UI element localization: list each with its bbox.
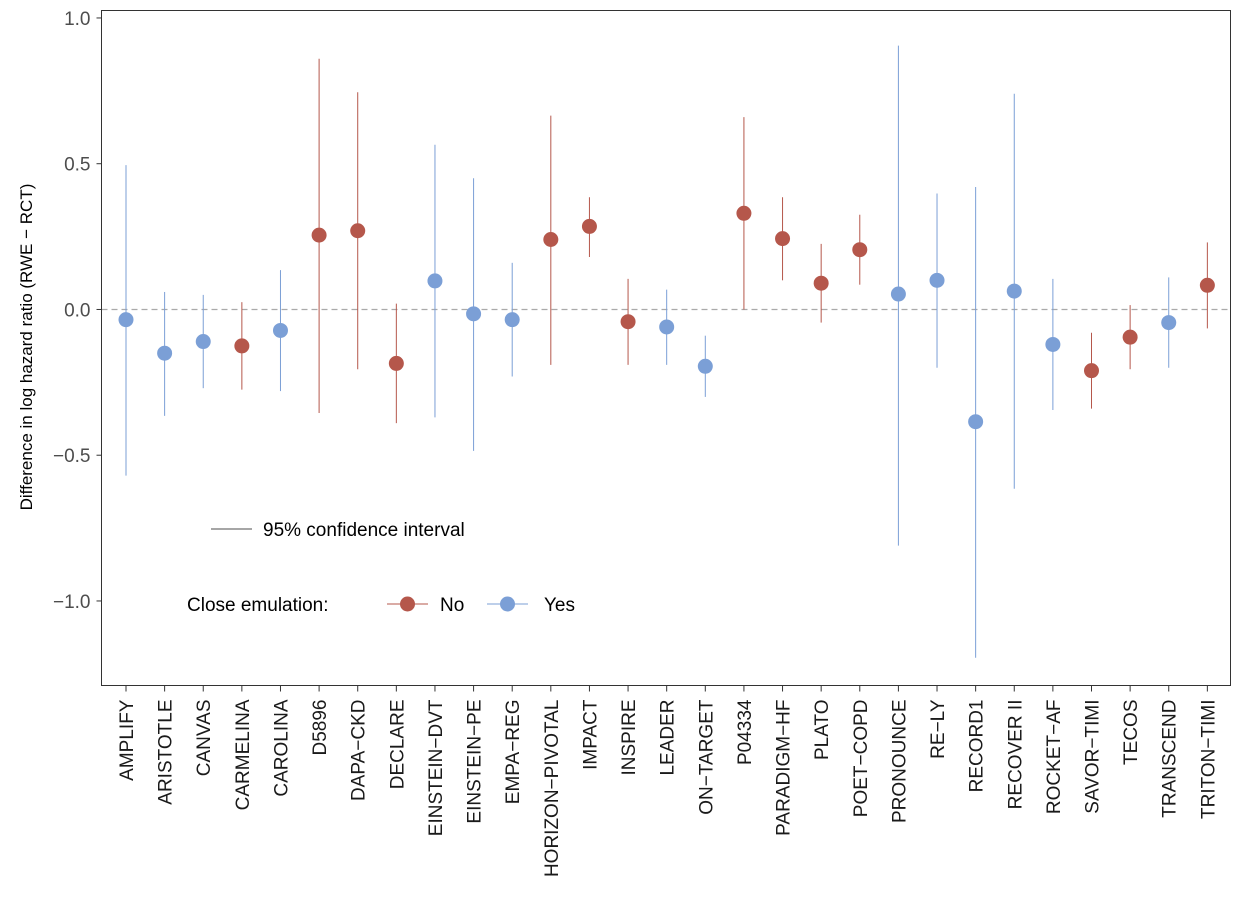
estimate-point-layer	[118, 205, 1215, 430]
y-tick-label: −1.0	[53, 592, 91, 613]
estimate-point	[1006, 283, 1022, 299]
estimate-point	[1045, 336, 1061, 352]
x-tick-label: DECLARE	[387, 700, 408, 790]
x-axis: AMPLIFY ARISTOTLE CANVAS CARMELINA CAROLINA D…	[117, 685, 1219, 878]
x-tick-label: EMPA−REG	[503, 700, 524, 805]
estimate-point	[581, 218, 597, 234]
estimate-point	[195, 334, 211, 350]
x-tick-label: RE−LY	[928, 699, 949, 759]
x-tick-label: INSPIRE	[619, 700, 640, 776]
x-tick-label: CANVAS	[194, 700, 215, 777]
estimate-point	[311, 227, 327, 243]
estimate-point	[659, 319, 675, 335]
estimate-point	[272, 322, 288, 338]
legend-group-title: Close emulation:	[187, 595, 329, 616]
estimate-point	[466, 306, 482, 322]
x-tick-label: SAVOR−TIMI	[1083, 700, 1104, 814]
estimate-point	[118, 312, 134, 328]
x-tick-label: POET−COPD	[851, 700, 872, 818]
estimate-point	[620, 314, 636, 330]
estimate-point	[427, 273, 443, 289]
estimate-point	[1122, 329, 1138, 345]
x-tick-label: RECORD1	[967, 700, 988, 793]
estimate-point	[543, 232, 559, 248]
estimate-point	[234, 338, 250, 354]
y-tick-label: 0.0	[64, 300, 90, 321]
x-tick-label: EINSTEIN−DVT	[426, 699, 447, 836]
x-tick-label: EINSTEIN−PE	[465, 700, 486, 824]
x-tick-label: AMPLIFY	[117, 699, 138, 781]
x-tick-label: HORIZON−PIVOTAL	[542, 700, 563, 878]
x-tick-label: ROCKET−AF	[1044, 700, 1065, 815]
x-tick-label: TRANSCEND	[1160, 700, 1181, 818]
plot-panel-border	[101, 10, 1231, 686]
x-tick-label: TECOS	[1121, 700, 1142, 765]
y-tick-label: 0.5	[64, 155, 90, 176]
x-tick-label: ON−TARGET	[696, 699, 717, 815]
estimate-point	[1199, 277, 1215, 293]
estimate-point	[350, 223, 366, 239]
legend: 95% confidence interval Close emulation:…	[187, 520, 575, 616]
estimate-point	[929, 272, 945, 288]
estimate-point	[157, 345, 173, 361]
y-axis-title: Difference in log hazard ratio (RWE − RC…	[17, 184, 36, 511]
estimate-point	[1084, 363, 1099, 379]
estimate-point	[968, 414, 984, 430]
x-tick-label: D5896	[310, 700, 331, 756]
x-tick-label: CAROLINA	[271, 699, 292, 796]
y-axis: 1.0 0.5 0.0 −0.5 −1.0	[53, 9, 102, 613]
estimate-point	[852, 242, 868, 258]
legend-yes-label: Yes	[544, 595, 575, 616]
x-tick-label: PARADIGM−HF	[774, 700, 795, 836]
estimate-point	[1161, 315, 1177, 331]
x-tick-label: CARMELINA	[233, 699, 254, 810]
confidence-interval-layer	[125, 45, 1208, 658]
x-tick-label: DAPA−CKD	[349, 700, 370, 802]
legend-no-key-dot	[400, 596, 415, 612]
estimate-point	[890, 286, 906, 302]
x-tick-label: IMPACT	[580, 699, 601, 770]
x-tick-label: RECOVER II	[1005, 700, 1026, 810]
x-tick-label: PLATO	[812, 700, 833, 761]
y-tick-label: −0.5	[53, 446, 91, 467]
estimate-point	[697, 358, 713, 374]
estimate-point	[388, 355, 404, 371]
estimate-point	[813, 275, 829, 291]
legend-yes-key-dot	[500, 596, 515, 612]
y-tick-label: 1.0	[64, 9, 90, 30]
x-tick-label: ARISTOTLE	[156, 700, 177, 805]
estimate-point	[736, 205, 752, 221]
x-tick-label: PRONOUNCE	[889, 700, 910, 824]
x-tick-label: P04334	[735, 699, 756, 765]
estimate-point	[504, 312, 520, 328]
estimate-point	[775, 231, 791, 247]
legend-no-label: No	[440, 595, 464, 616]
x-tick-label: TRITON−TIMI	[1198, 700, 1219, 819]
x-tick-label: LEADER	[658, 700, 679, 776]
legend-interval-label: 95% confidence interval	[263, 520, 465, 541]
